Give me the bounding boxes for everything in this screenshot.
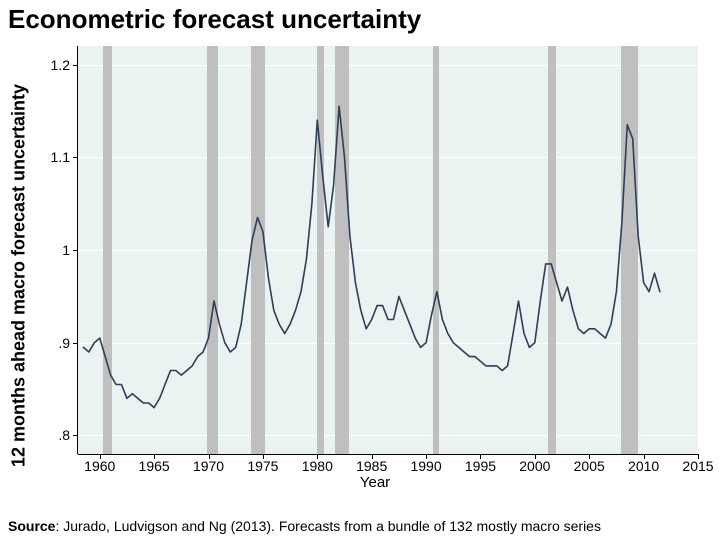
y-tick-label: 1.1 <box>40 149 70 165</box>
x-tick <box>154 454 155 459</box>
y-axis-label-container: 12 months ahead macro forecast uncertain… <box>0 40 30 510</box>
y-tick-label: .8 <box>40 427 70 443</box>
x-tick-label: 1980 <box>297 458 337 474</box>
x-tick <box>480 454 481 459</box>
x-tick <box>100 454 101 459</box>
x-tick-label: 2005 <box>569 458 609 474</box>
x-tick <box>317 454 318 459</box>
x-tick-label: 2000 <box>515 458 555 474</box>
x-tick-label: 1975 <box>243 458 283 474</box>
chart-container: Econometric forecast uncertainty 12 mont… <box>0 0 720 540</box>
source-prefix: Source <box>8 518 55 534</box>
y-tick <box>73 435 78 436</box>
y-tick <box>73 250 78 251</box>
source-text: : Jurado, Ludvigson and Ng (2013). Forec… <box>55 518 601 534</box>
x-tick <box>644 454 645 459</box>
plot-outer: Year .8 .9 1 1.1 1.2 1960 1965 1970 1975 1980 1985… <box>40 40 710 490</box>
y-axis-label: 12 months ahead macro forecast uncertain… <box>9 41 30 511</box>
x-tick <box>535 454 536 459</box>
y-tick-label: 1.2 <box>40 57 70 73</box>
uncertainty-series <box>78 46 698 454</box>
x-tick <box>372 454 373 459</box>
chart-title: Econometric forecast uncertainty <box>8 4 421 35</box>
x-tick <box>263 454 264 459</box>
x-tick <box>209 454 210 459</box>
y-tick <box>73 343 78 344</box>
source-note: Source: Jurado, Ludvigson and Ng (2013).… <box>8 518 601 534</box>
x-tick-label: 1995 <box>460 458 500 474</box>
x-tick-label: 1970 <box>189 458 229 474</box>
x-tick-label: 2015 <box>678 458 718 474</box>
y-tick-label: .9 <box>40 335 70 351</box>
plot-area <box>78 46 698 454</box>
y-tick <box>73 65 78 66</box>
x-tick <box>589 454 590 459</box>
x-axis-line <box>78 454 698 455</box>
x-tick-label: 1965 <box>134 458 174 474</box>
y-tick-label: 1 <box>40 242 70 258</box>
x-tick <box>426 454 427 459</box>
x-tick-label: 2010 <box>624 458 664 474</box>
y-tick <box>73 157 78 158</box>
x-tick-label: 1985 <box>352 458 392 474</box>
x-axis-label: Year <box>40 474 710 491</box>
x-tick-label: 1990 <box>406 458 446 474</box>
x-tick <box>698 454 699 459</box>
x-tick-label: 1960 <box>80 458 120 474</box>
